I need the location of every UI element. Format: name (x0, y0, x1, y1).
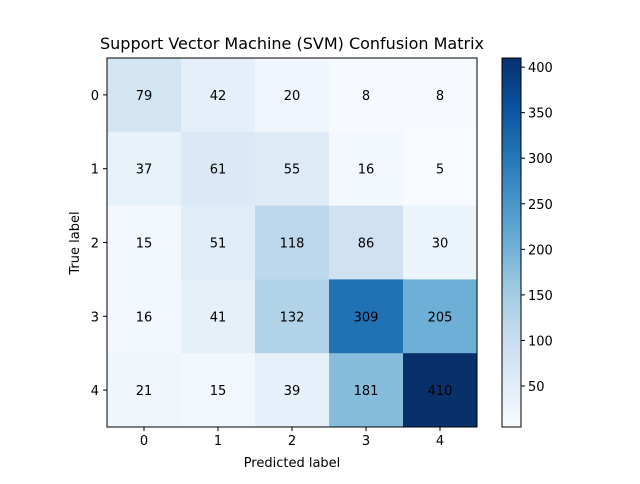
cell-value-label: 21 (136, 384, 153, 399)
cell-value-label: 309 (354, 310, 379, 325)
x-axis-ticks: 0 1 2 3 4 (140, 427, 444, 449)
cell-value-label: 15 (136, 237, 153, 252)
heatmap-cell (181, 205, 256, 280)
colorbar-tick-label: 250 (528, 198, 553, 213)
x-tick-label: 0 (140, 434, 148, 449)
x-tick-label: 2 (288, 434, 296, 449)
x-tick-label: 3 (362, 434, 370, 449)
y-tick-label: 0 (91, 89, 99, 104)
chart-title: Support Vector Machine (SVM) Confusion M… (100, 34, 484, 53)
cell-value-label: 181 (354, 384, 379, 399)
heatmap-cell (107, 58, 182, 133)
cell-value-label: 39 (284, 384, 301, 399)
heatmap-cell (403, 205, 478, 280)
cell-value-label: 16 (136, 310, 153, 325)
y-tick-label: 1 (91, 163, 99, 178)
heatmap-cell (403, 58, 478, 133)
colorbar-tick-label: 400 (528, 61, 553, 76)
x-tick-label: 1 (214, 434, 222, 449)
cell-value-label: 55 (284, 163, 301, 178)
heatmap-cell (255, 205, 330, 280)
heatmap-cell (329, 353, 404, 428)
x-tick-label: 4 (436, 434, 444, 449)
y-tick-label: 2 (91, 237, 99, 252)
heatmap-cell (255, 353, 330, 428)
y-tick-label: 4 (91, 384, 99, 399)
colorbar (501, 57, 522, 428)
colorbar-tick-label: 350 (528, 107, 553, 122)
cell-value-label: 37 (136, 163, 153, 178)
cell-value-label: 15 (210, 384, 227, 399)
y-tick-label: 3 (91, 310, 99, 325)
heatmap-cell (329, 58, 404, 133)
heatmap-cells (107, 58, 478, 428)
heatmap-cell (107, 279, 182, 354)
cell-value-label: 118 (280, 237, 305, 252)
colorbar-tick-label: 100 (528, 334, 553, 349)
heatmap-cell (181, 353, 256, 428)
heatmap-cell (181, 58, 256, 133)
heatmap-cell (255, 58, 330, 133)
heatmap-cell (255, 279, 330, 354)
y-axis-ticks: 0 1 2 3 4 (91, 89, 107, 399)
cell-value-label: 205 (428, 310, 453, 325)
cell-value-label: 61 (210, 163, 227, 178)
colorbar-tick-label: 200 (528, 243, 553, 258)
heatmap-cell (107, 131, 182, 207)
cell-value-labels: 79 42 20 8 8 37 61 55 16 5 15 51 118 86 30 16 41 132 309 20… (136, 89, 453, 399)
cell-value-label: 79 (136, 89, 153, 104)
heatmap-cell (403, 131, 478, 207)
cell-value-label: 30 (432, 237, 449, 252)
y-axis-label: True label (68, 211, 83, 275)
cell-value-label: 51 (210, 237, 227, 252)
x-axis-label: Predicted label (244, 456, 341, 471)
heatmap-cell (403, 353, 478, 428)
cell-value-label: 20 (284, 89, 301, 104)
heatmap-cell (329, 279, 404, 354)
heatmap-cell (107, 353, 182, 428)
cell-value-label: 5 (436, 163, 444, 178)
colorbar-tick-label: 150 (528, 289, 553, 304)
cell-value-label: 8 (436, 89, 444, 104)
cell-value-label: 86 (358, 237, 375, 252)
heatmap-cell (181, 279, 256, 354)
heatmap-cell (107, 205, 182, 280)
cell-value-label: 16 (358, 163, 375, 178)
colorbar-tick-label: 50 (528, 380, 545, 395)
colorbar-ticks: 50 100 150 200 250 300 350 400 (521, 61, 553, 395)
cell-value-label: 8 (362, 89, 370, 104)
cell-value-label: 42 (210, 89, 227, 104)
cell-value-label: 132 (280, 310, 305, 325)
heatmap-cell (255, 131, 330, 207)
heatmap-cell (329, 205, 404, 280)
colorbar-tick-label: 300 (528, 152, 553, 167)
cell-value-label: 410 (428, 384, 453, 399)
heatmap-cell (403, 279, 478, 354)
heatmap-cell (181, 131, 256, 207)
cell-value-label: 41 (210, 310, 227, 325)
heatmap-cell (329, 131, 404, 207)
